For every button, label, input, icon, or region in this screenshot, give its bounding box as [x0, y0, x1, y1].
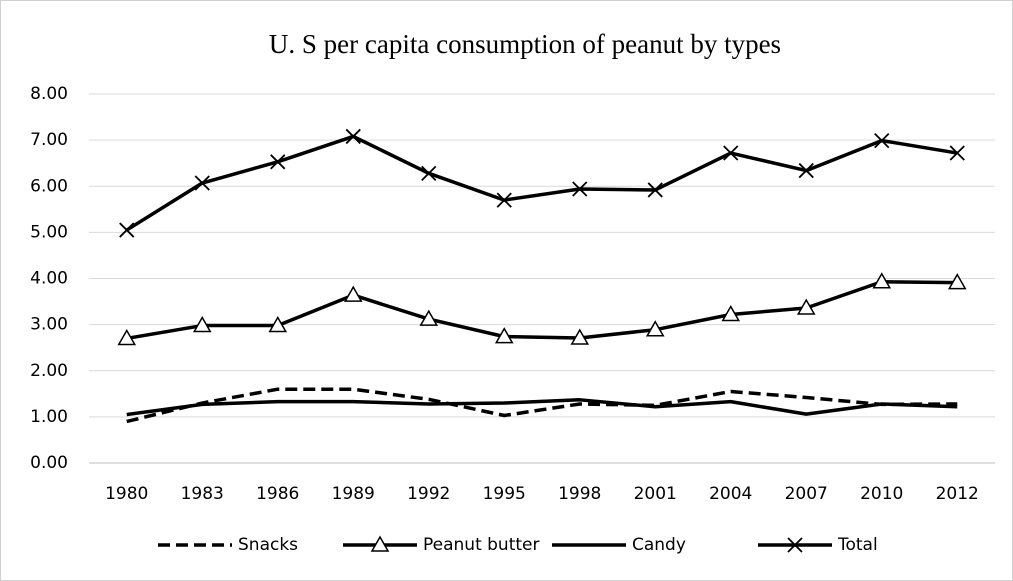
marker — [645, 320, 665, 337]
y-tick-label: 6.00 — [30, 176, 68, 196]
series-line — [125, 134, 958, 232]
marker — [572, 181, 588, 197]
series-line — [126, 398, 958, 417]
y-tick-label: 2.00 — [30, 361, 68, 381]
marker — [947, 273, 967, 290]
marker — [270, 154, 286, 170]
marker — [343, 285, 363, 302]
marker — [192, 316, 212, 333]
y-tick-label: 8.00 — [30, 84, 68, 104]
x-tick-label: 2001 — [634, 484, 677, 504]
marker — [787, 537, 803, 553]
y-tick-label: 5.00 — [30, 222, 68, 242]
marker — [370, 535, 390, 552]
marker — [345, 128, 361, 145]
x-tick-label: 1995 — [483, 484, 526, 504]
x-tick-label: 1992 — [407, 484, 450, 504]
marker — [419, 309, 439, 326]
marker — [496, 192, 512, 208]
marker — [268, 316, 288, 333]
legend-label: Snacks — [238, 535, 298, 555]
marker — [949, 145, 965, 161]
marker — [798, 162, 814, 179]
marker — [570, 328, 590, 345]
marker — [872, 272, 892, 289]
marker — [723, 145, 739, 161]
marker — [119, 222, 135, 238]
x-tick-label: 1980 — [105, 484, 148, 504]
series-line — [126, 387, 958, 424]
marker — [194, 175, 210, 191]
marker — [874, 132, 890, 149]
x-tick-label: 1998 — [558, 484, 601, 504]
y-tick-label: 1.00 — [30, 407, 68, 427]
marker — [117, 328, 137, 346]
marker — [721, 304, 741, 322]
legend-label: Candy — [632, 535, 686, 555]
series-line — [126, 279, 958, 341]
x-tick-label: 2007 — [785, 484, 828, 504]
marker — [494, 327, 514, 344]
y-tick-label: 4.00 — [30, 269, 68, 289]
marker — [647, 182, 663, 198]
y-tick-label: 0.00 — [30, 453, 68, 473]
x-tick-label: 2004 — [709, 484, 752, 504]
marker — [421, 165, 437, 181]
marker — [796, 298, 816, 315]
legend-label: Peanut butter — [423, 535, 540, 555]
y-tick-label: 3.00 — [30, 315, 68, 335]
x-tick-label: 1989 — [332, 484, 375, 504]
x-tick-label: 2012 — [936, 484, 979, 504]
x-tick-label: 1983 — [181, 484, 224, 504]
legend-label: Total — [837, 535, 878, 555]
x-tick-label: 1986 — [256, 484, 299, 504]
chart-title: U. S per capita consumption of peanut by… — [269, 29, 781, 59]
x-tick-label: 2010 — [860, 484, 903, 504]
y-tick-label: 7.00 — [30, 130, 68, 150]
